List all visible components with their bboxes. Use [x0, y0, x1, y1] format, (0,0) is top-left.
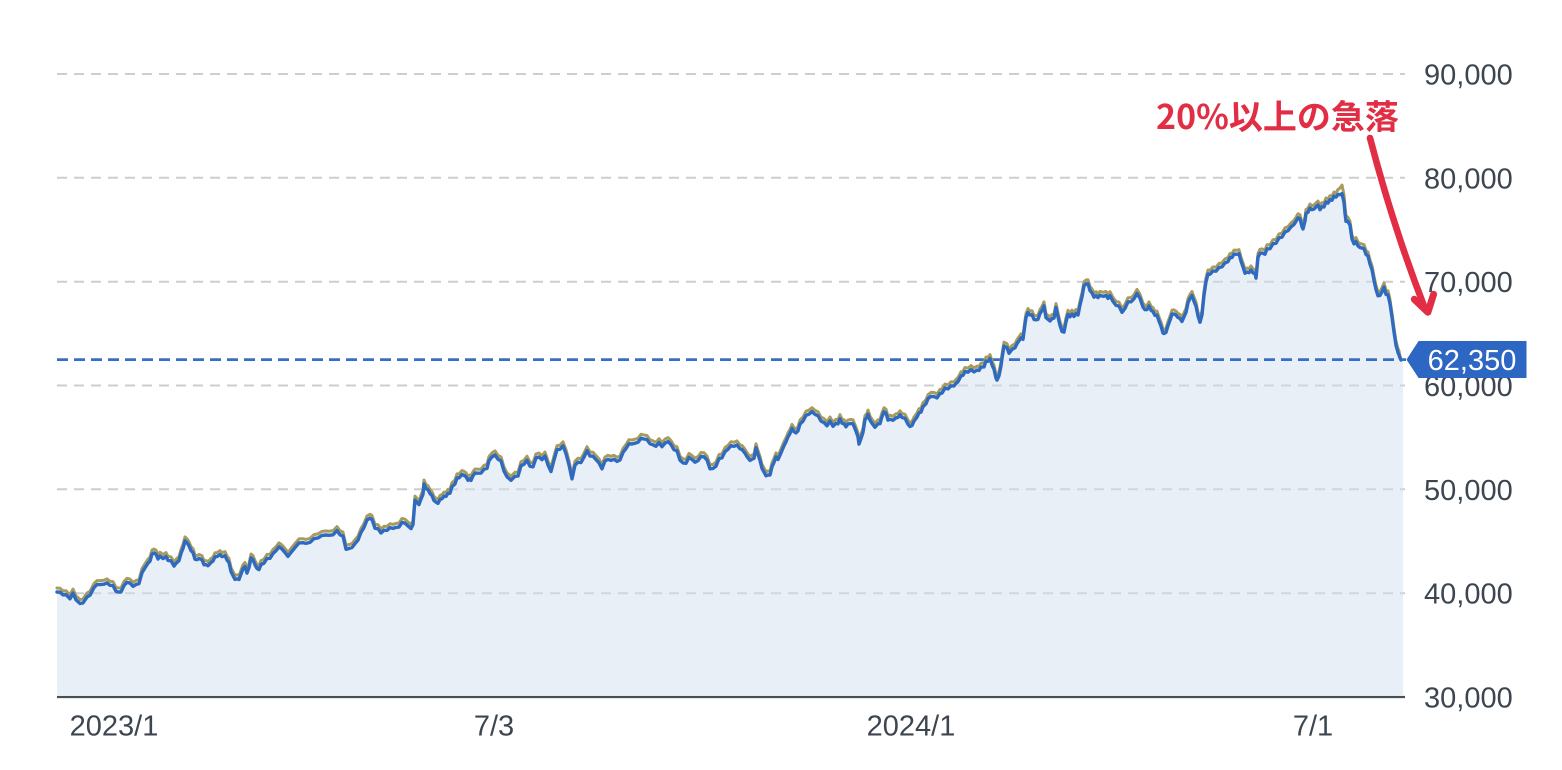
svg-text:80,000: 80,000	[1424, 163, 1513, 195]
svg-text:7/1: 7/1	[1293, 711, 1333, 743]
svg-text:2023/1: 2023/1	[70, 711, 159, 743]
svg-text:70,000: 70,000	[1424, 267, 1513, 299]
svg-text:62,350: 62,350	[1428, 345, 1517, 377]
svg-text:50,000: 50,000	[1424, 475, 1513, 507]
svg-text:90,000: 90,000	[1424, 60, 1513, 92]
svg-text:7/3: 7/3	[474, 711, 514, 743]
svg-text:30,000: 30,000	[1424, 683, 1513, 715]
svg-text:2024/1: 2024/1	[867, 711, 956, 743]
svg-text:40,000: 40,000	[1424, 579, 1513, 611]
